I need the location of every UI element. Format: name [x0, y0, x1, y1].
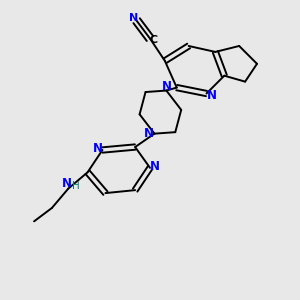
- Text: H: H: [72, 181, 80, 191]
- Text: N: N: [206, 88, 217, 101]
- Text: C: C: [150, 35, 158, 45]
- Text: N: N: [144, 127, 154, 140]
- Text: N: N: [162, 80, 172, 93]
- Text: N: N: [150, 160, 160, 173]
- Text: N: N: [62, 177, 72, 190]
- Text: N: N: [129, 13, 138, 23]
- Text: N: N: [92, 142, 102, 155]
